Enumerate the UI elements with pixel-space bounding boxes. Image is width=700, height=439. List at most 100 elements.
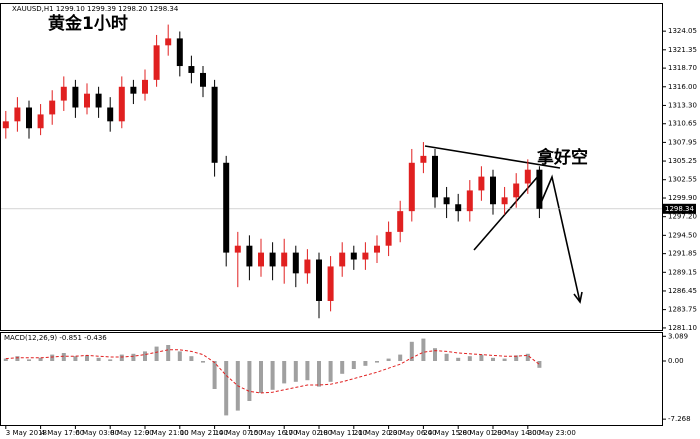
macd-bar xyxy=(305,361,310,381)
macd-bar xyxy=(247,361,252,401)
candle-body xyxy=(513,183,520,198)
macd-bar xyxy=(38,357,43,361)
macd-bar xyxy=(351,361,356,369)
candle-body xyxy=(118,86,125,122)
macd-bar xyxy=(293,361,298,382)
candle-body xyxy=(14,107,21,122)
y-tick-label: 1318.70 xyxy=(668,64,697,72)
macd-bar xyxy=(398,354,403,361)
candle-body xyxy=(385,231,392,246)
y-tick-label: 1283.75 xyxy=(668,306,697,314)
y-tick-label: 1289.15 xyxy=(668,268,697,276)
candle-body xyxy=(362,252,369,260)
y-tick-label: 0.00 xyxy=(668,357,684,365)
y-tick-label: 1307.95 xyxy=(668,138,697,146)
candle-body xyxy=(478,176,485,191)
x-tick-label: 24 May 15:00 xyxy=(423,429,471,437)
candle-body xyxy=(49,100,56,115)
candle-body xyxy=(258,252,264,267)
macd-bar xyxy=(502,358,507,361)
candle-body xyxy=(153,45,160,80)
macd-bar xyxy=(514,355,519,361)
candle-body xyxy=(420,155,427,163)
macd-bar xyxy=(328,361,333,382)
macd-bar xyxy=(409,341,414,361)
x-tick-label: 28 May 01:00 xyxy=(458,429,506,437)
candle-body xyxy=(223,162,230,253)
candle-body xyxy=(350,252,357,260)
candle-body xyxy=(374,245,380,253)
macd-bar xyxy=(85,355,89,361)
candle-body xyxy=(84,93,90,108)
y-tick-label: 1316.00 xyxy=(668,83,697,91)
candle-body xyxy=(524,169,531,184)
macd-bar xyxy=(340,361,345,374)
x-tick-label: 6 May 03:00 xyxy=(75,429,119,437)
x-tick-label: 10 May 21:00 xyxy=(180,429,228,437)
macd-bar xyxy=(317,361,321,387)
candle-body xyxy=(188,66,195,73)
macd-bar xyxy=(154,346,159,361)
candle-body xyxy=(246,245,253,267)
candle-body xyxy=(200,72,206,87)
macd-bar xyxy=(444,353,449,361)
candle-body xyxy=(466,190,473,212)
x-tick-label: 15 May 16:00 xyxy=(249,429,297,437)
candle-body xyxy=(165,38,172,46)
y-tick-label: 1286.45 xyxy=(668,287,697,295)
candle-body xyxy=(281,252,288,267)
candle-body xyxy=(269,252,276,267)
candle-body xyxy=(95,93,102,108)
macd-bar xyxy=(363,361,368,366)
candle-body xyxy=(432,155,438,198)
y-tick-label: 1297.20 xyxy=(668,213,697,221)
macd-bar xyxy=(61,353,66,361)
macd-bar xyxy=(282,361,287,384)
macd-bar xyxy=(525,353,530,361)
y-tick-label: 1294.50 xyxy=(668,231,697,239)
candle-body xyxy=(316,259,322,301)
x-tick-label: 3 May 2018 xyxy=(6,429,47,437)
last-price-box xyxy=(662,203,696,214)
candle-body xyxy=(443,197,450,205)
y-tick-label: 1299.90 xyxy=(668,194,697,202)
y-tick-label: 1302.55 xyxy=(668,176,697,184)
candle-body xyxy=(304,259,311,274)
trendline xyxy=(473,173,541,251)
x-tick-label: 8 May 12:00 xyxy=(110,429,154,437)
candle-body xyxy=(292,252,299,274)
candle-body xyxy=(37,114,44,129)
macd-bar xyxy=(27,359,31,361)
chart-subtitle: 黄金1小时 xyxy=(48,13,128,34)
macd-bar xyxy=(15,356,20,361)
y-tick-label: 3.089 xyxy=(668,332,688,340)
last-price-label: 1298.34 xyxy=(665,205,694,213)
x-tick-label: 29 May 14:00 xyxy=(493,429,541,437)
macd-bar xyxy=(259,361,263,393)
candle-body xyxy=(211,86,218,163)
y-tick-label: 1313.30 xyxy=(668,101,697,109)
macd-bar xyxy=(421,338,426,361)
macd-bar xyxy=(433,348,437,361)
macd-bar xyxy=(212,361,217,389)
y-tick-label: 1321.35 xyxy=(668,46,697,54)
trendlines xyxy=(424,145,583,304)
macd-bar xyxy=(224,361,229,416)
signal-line xyxy=(5,349,540,394)
macd-bar xyxy=(119,354,124,361)
macd-bar xyxy=(537,361,542,368)
x-tick-label: 18 May 11:00 xyxy=(319,429,367,437)
trendline xyxy=(424,145,561,169)
macd-bar xyxy=(177,351,182,361)
candle-body xyxy=(60,86,67,101)
candle-body xyxy=(107,107,114,122)
macd-bar xyxy=(166,345,171,361)
annotation: 拿好空 xyxy=(536,147,588,168)
arrow-path xyxy=(539,174,581,303)
y-tick-label: -7.268 xyxy=(668,415,691,423)
candle-body xyxy=(2,121,9,129)
candle-body xyxy=(142,79,148,94)
macd-bar xyxy=(131,353,136,361)
macd-bar xyxy=(270,361,275,390)
macd-bar xyxy=(143,351,147,361)
